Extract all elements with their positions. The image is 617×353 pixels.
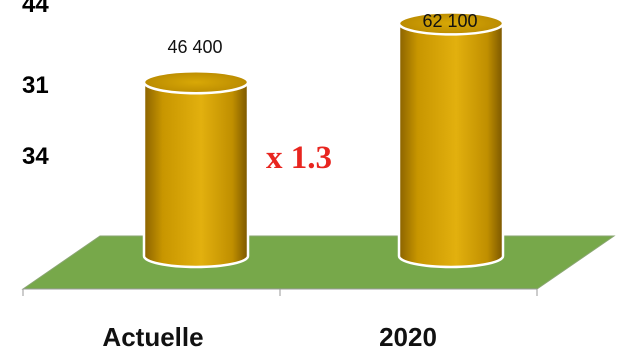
growth-multiplier: x 1.3 [266,140,332,177]
chart-floor [23,236,614,289]
data-label-2020: 62 100 [380,11,520,32]
bar-2020 [399,23,503,267]
data-label-actuelle: 46 400 [125,37,265,58]
bar-top-actuelle [144,71,248,93]
category-label-actuelle: Actuelle [68,322,238,353]
category-label-2020: 2020 [323,322,493,353]
side-number-34: 34 [22,145,49,169]
side-number-31: 31 [22,74,49,98]
side-number-44: 44 [22,0,49,17]
bar-actuelle [144,82,248,267]
